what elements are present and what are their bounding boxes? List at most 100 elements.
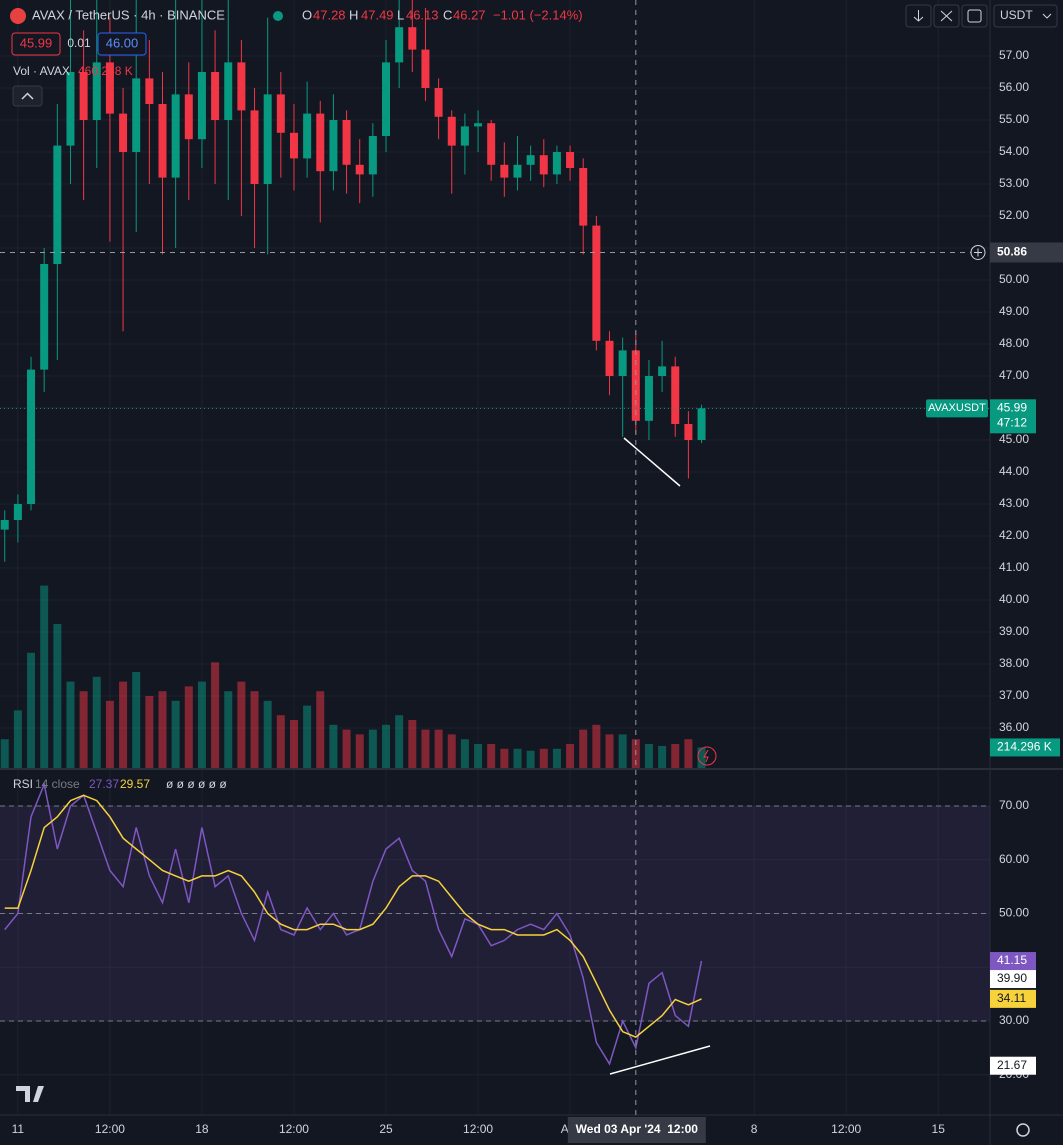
candle-body: [40, 264, 49, 370]
candle-body: [500, 164, 509, 178]
volume-bar: [158, 691, 167, 768]
sell-button[interactable]: [11, 32, 61, 56]
volume-bar: [303, 705, 312, 768]
x-tick-label: 12:00: [831, 1122, 861, 1136]
volume-bar: [474, 744, 483, 768]
candle-body: [526, 155, 535, 165]
candle-body: [237, 62, 246, 111]
sell-price[interactable]: 45.99: [20, 35, 53, 50]
volume-legend-value: 460.258 K: [78, 64, 133, 78]
rsi-marker-text: 39.90: [997, 971, 1027, 985]
symbol[interactable]: AVAX / TetherUS · 4h · BINANCE: [32, 7, 225, 22]
candle-body: [276, 94, 285, 133]
price-tag: [990, 399, 1036, 434]
volume-bar: [197, 681, 206, 768]
buy-button[interactable]: [97, 32, 147, 56]
candle-body: [658, 366, 667, 376]
ohlc-value: 47.49: [361, 7, 394, 22]
y-tick-label: 49.00: [999, 304, 1029, 318]
candle-body: [289, 132, 298, 159]
y-tick-label: 53.00: [999, 176, 1029, 190]
candle-body: [434, 88, 443, 117]
spread: 0.01: [67, 36, 91, 50]
trend-line[interactable]: [609, 1045, 711, 1075]
ohlc-value: 46.27: [453, 7, 486, 22]
symbol-tag: [926, 399, 988, 418]
volume-bar: [684, 739, 693, 768]
y-tick-label: 44.00: [999, 464, 1029, 478]
logo: [16, 1086, 44, 1102]
rsi-marker-text: 21.67: [997, 1058, 1027, 1072]
candle-body: [382, 62, 391, 136]
rsi-extra: ø ø ø ø ø ø: [166, 777, 227, 791]
volume-tag-text: 214.296 K: [997, 740, 1052, 754]
settings-button[interactable]: [1016, 1123, 1030, 1137]
volume-bar: [368, 729, 377, 768]
volume-bar: [697, 747, 706, 768]
rsi-title: RSI: [13, 777, 33, 791]
candle-body: [27, 369, 36, 504]
candle-body: [368, 136, 377, 175]
volume-bar: [119, 681, 128, 768]
candle-body: [303, 113, 312, 159]
trend-line[interactable]: [623, 437, 681, 487]
volume-bar: [579, 729, 588, 768]
volume-bar: [618, 734, 627, 768]
candle-body: [171, 94, 180, 178]
candle-body: [250, 110, 259, 184]
candle-body: [395, 27, 404, 63]
candle-body: [618, 350, 627, 376]
volume-bar: [434, 729, 443, 768]
x-tick-label: 12:00: [463, 1122, 493, 1136]
dropdown-icon: [1042, 13, 1052, 19]
candle-body: [460, 126, 469, 146]
volume-bar: [250, 691, 259, 768]
volume-bar: [53, 624, 62, 768]
candle-body: [329, 120, 338, 172]
volume-bar: [539, 748, 548, 768]
volume-bar: [40, 585, 49, 768]
buy-price[interactable]: 46.00: [106, 35, 139, 50]
candle-body: [105, 62, 114, 114]
rsi-legend-value: 27.37: [89, 777, 119, 791]
candle-body: [211, 72, 220, 120]
y-tick-label: 38.00: [999, 656, 1029, 670]
volume-bar: [79, 691, 88, 768]
candle-body: [158, 104, 167, 178]
y-tick-label: 50.00: [999, 906, 1029, 920]
alert-icon[interactable]: [697, 746, 717, 766]
candle-body: [408, 27, 417, 50]
y-tick-label: 57.00: [999, 48, 1029, 62]
labels: 36.00 37.00 38.00 39.00 40.00 41.00 42.00 43.00…: [12, 48, 1063, 1143]
x-tick-label: 12:00: [279, 1122, 309, 1136]
currency[interactable]: USDT: [1000, 8, 1033, 22]
candle-body: [487, 123, 496, 165]
volume-bar: [263, 700, 272, 768]
volume-bar: [500, 748, 509, 768]
candle-body: [316, 113, 325, 172]
ohlc-value: 46.13: [406, 7, 439, 22]
volume-bar: [671, 744, 680, 768]
volume-bar: [605, 734, 614, 768]
maximize-button[interactable]: [961, 4, 988, 28]
rsi: [4, 781, 703, 1066]
candle-body: [566, 152, 575, 168]
candle-body: [552, 152, 561, 175]
chevron-icon: [21, 92, 34, 100]
volume-bar: [329, 724, 338, 768]
currency-select[interactable]: [993, 4, 1058, 28]
change: −1.01 (−2.14%): [493, 7, 583, 22]
y-tick-label: 54.00: [999, 144, 1029, 158]
volume-legend: Vol · AVAX: [13, 64, 70, 78]
crosshair-price: 50.86: [997, 245, 1027, 259]
x-tick-label: 25: [379, 1122, 393, 1136]
candle-body: [631, 350, 640, 421]
volume-bar: [0, 739, 9, 768]
volume-bar: [27, 652, 36, 768]
candle-body: [513, 164, 522, 178]
volume-bar: [382, 724, 391, 768]
arrow-icon: [913, 10, 924, 22]
y-tick-label: 45.00: [999, 432, 1029, 446]
collapse-button[interactable]: [12, 85, 43, 107]
